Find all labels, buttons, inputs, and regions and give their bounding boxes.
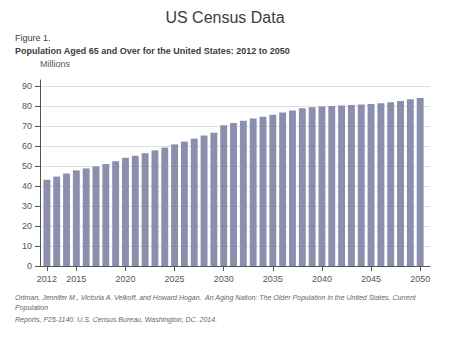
svg-text:2025: 2025 bbox=[165, 274, 185, 284]
svg-text:2035: 2035 bbox=[263, 274, 283, 284]
svg-text:Population Aged 65 and Over fo: Population Aged 65 and Over for the Unit… bbox=[15, 46, 290, 56]
svg-text:20: 20 bbox=[22, 221, 32, 231]
svg-text:2012: 2012 bbox=[37, 274, 57, 284]
svg-text:90: 90 bbox=[22, 81, 32, 91]
svg-text:2030: 2030 bbox=[214, 274, 234, 284]
svg-text:2050: 2050 bbox=[410, 274, 430, 284]
svg-text:30: 30 bbox=[22, 201, 32, 211]
svg-text:2020: 2020 bbox=[115, 274, 135, 284]
svg-text:70: 70 bbox=[22, 121, 32, 131]
svg-text:2045: 2045 bbox=[361, 274, 381, 284]
svg-text:Population: Population bbox=[15, 304, 48, 312]
svg-text:Ortman, Jennifer M., Victoria: Ortman, Jennifer M., Victoria A. Velkoff… bbox=[15, 294, 418, 302]
svg-text:40: 40 bbox=[22, 181, 32, 191]
svg-text:60: 60 bbox=[22, 141, 32, 151]
svg-text:Figure 1.: Figure 1. bbox=[15, 33, 51, 43]
svg-text:0: 0 bbox=[27, 261, 32, 271]
svg-text:Reports, P25-1140. U.S. Census: Reports, P25-1140. U.S. Census Bureau, W… bbox=[15, 316, 217, 324]
svg-text:Millions: Millions bbox=[40, 59, 71, 69]
svg-text:2040: 2040 bbox=[312, 274, 332, 284]
svg-text:US Census Data: US Census Data bbox=[165, 9, 284, 26]
svg-text:2015: 2015 bbox=[66, 274, 86, 284]
svg-text:80: 80 bbox=[22, 101, 32, 111]
svg-text:10: 10 bbox=[22, 241, 32, 251]
svg-text:50: 50 bbox=[22, 161, 32, 171]
